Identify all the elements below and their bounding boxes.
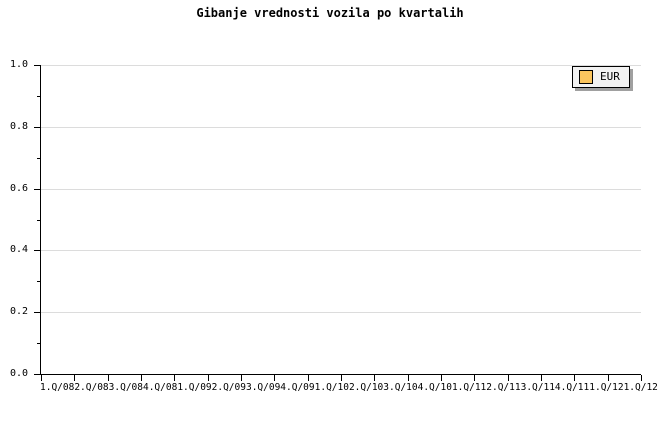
x-axis-labels: 1.Q/08 2.Q/08 3.Q/08 4.Q/08 1.Q/09 2.Q/09 3.Q/…	[40, 382, 658, 393]
x-axis-tick-label: 1.Q/09	[177, 382, 212, 393]
x-axis-tick-label: 1.Q/12	[589, 382, 624, 393]
chart-title: Gibanje vrednosti vozila po kvartalih	[196, 6, 464, 20]
x-axis-tick	[41, 375, 42, 381]
y-axis-minor-tick	[37, 220, 40, 221]
x-axis-tick	[374, 375, 375, 381]
x-axis-tick-label: 4.Q/11	[554, 382, 590, 393]
x-axis-tick	[241, 375, 242, 381]
x-axis-tick-label: 1.Q/12	[623, 382, 658, 393]
x-axis-tick	[474, 375, 475, 381]
x-axis-tick	[408, 375, 409, 381]
x-axis-tick-label: 2.Q/11	[486, 382, 521, 393]
x-axis-tick	[208, 375, 209, 381]
x-axis-tick	[308, 375, 309, 381]
x-axis-tick-label: 1.Q/11	[451, 382, 487, 393]
x-axis-tick	[108, 375, 109, 381]
x-axis-tick-label: 3.Q/08	[108, 382, 143, 393]
x-axis-tick	[608, 375, 609, 381]
y-axis-minor-tick	[37, 343, 40, 344]
x-axis-tick-label: 3.Q/09	[245, 382, 281, 393]
y-axis-tick-label: 0.4	[9, 244, 28, 255]
x-axis-tick	[641, 375, 642, 381]
x-axis-tick-label: 2.Q/09	[211, 382, 246, 393]
x-axis-tick-label: 1.Q/08	[40, 382, 75, 393]
y-axis-tick-label: 1.0	[9, 59, 28, 70]
y-axis-major-tick	[34, 312, 40, 313]
y-axis-minor-tick	[37, 158, 40, 159]
gridline-y	[41, 312, 641, 313]
y-axis-tick-label: 0.0	[9, 368, 28, 379]
x-axis-tick-label: 4.Q/08	[142, 382, 178, 393]
x-axis-tick	[508, 375, 509, 381]
x-axis-tick-label: 2.Q/08	[74, 382, 109, 393]
y-axis-labels: 1.0 0.8 0.6 0.4 0.2 0.0	[0, 60, 34, 379]
y-axis-major-tick	[34, 189, 40, 190]
x-axis-tick	[141, 375, 142, 381]
x-axis-tick-label: 4.Q/09	[280, 382, 315, 393]
x-axis-tick-label: 4.Q/10	[417, 382, 452, 393]
y-axis-tick-label: 0.2	[9, 306, 28, 317]
legend-box: EUR	[572, 66, 630, 88]
legend-swatch-eur	[579, 70, 593, 84]
x-axis-tick	[341, 375, 342, 381]
y-axis-tick-label: 0.8	[9, 121, 28, 132]
x-axis-tick	[441, 375, 442, 381]
x-axis-tick-label: 3.Q/10	[383, 382, 418, 393]
x-axis-tick-label: 2.Q/10	[348, 382, 384, 393]
y-axis-major-tick	[34, 65, 40, 66]
x-axis-tick	[574, 375, 575, 381]
x-axis-tick-label: 1.Q/10	[314, 382, 349, 393]
y-axis-major-tick	[34, 127, 40, 128]
x-axis-tick	[174, 375, 175, 381]
x-axis-tick-label: 3.Q/11	[520, 382, 555, 393]
y-axis-tick-label: 0.6	[9, 183, 28, 194]
gridline-y	[41, 65, 641, 66]
x-axis-tick	[74, 375, 75, 381]
y-axis-minor-tick	[37, 281, 40, 282]
x-axis-tick	[541, 375, 542, 381]
gridline-y	[41, 250, 641, 251]
x-axis-tick	[274, 375, 275, 381]
y-axis-major-tick	[34, 374, 40, 375]
gridline-y	[41, 189, 641, 190]
y-axis-major-tick	[34, 250, 40, 251]
gridline-y	[41, 127, 641, 128]
y-axis-minor-tick	[37, 96, 40, 97]
plot-area	[34, 65, 642, 381]
legend-label: EUR	[600, 70, 620, 83]
